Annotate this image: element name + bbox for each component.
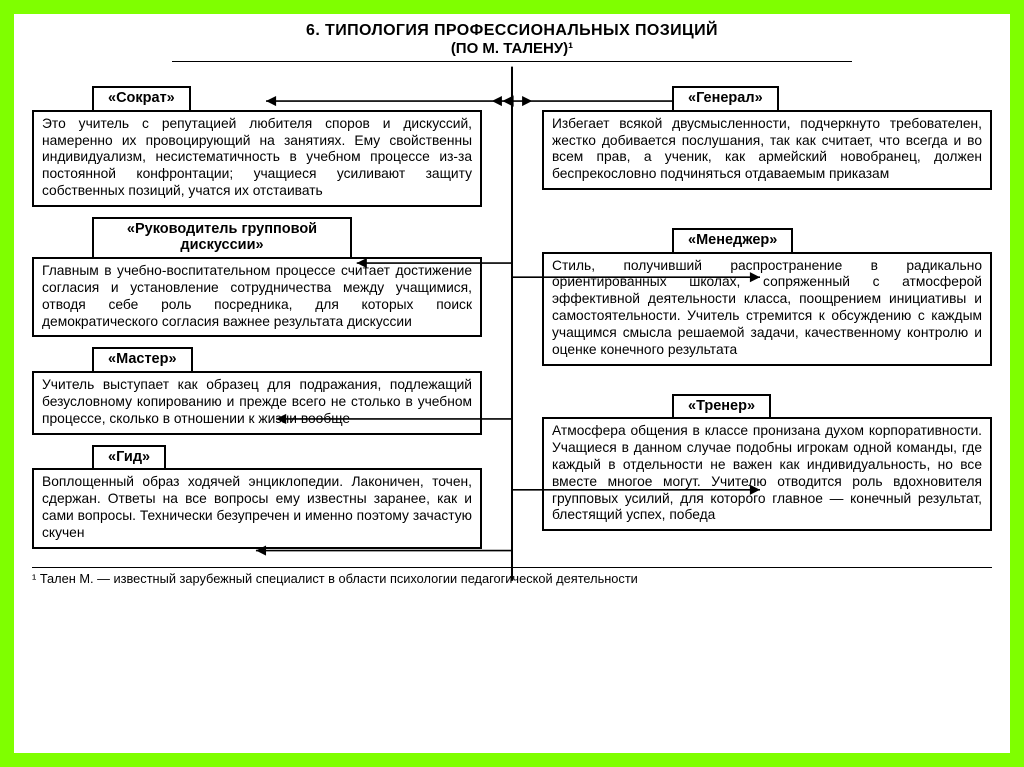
desc-manager: Стиль, получивший распространение в ради…	[542, 252, 992, 366]
sub-title: (ПО М. ТАЛЕНУ)¹	[32, 40, 992, 57]
block-trener: «Тренер» Атмосфера общения в классе прон…	[542, 394, 992, 532]
title-block: 6. ТИПОЛОГИЯ ПРОФЕССИОНАЛЬНЫХ ПОЗИЦИЙ (П…	[32, 22, 992, 62]
block-general: «Генерал» Избегает всякой двусмысленност…	[542, 86, 992, 190]
desc-sokrat: Это учитель с репутацией любителя споров…	[32, 110, 482, 207]
label-master: «Мастер»	[92, 347, 193, 373]
footnote: ¹ Тален М. — известный зарубежный специа…	[32, 567, 992, 586]
label-sokrat: «Сократ»	[92, 86, 191, 112]
main-title: 6. ТИПОЛОГИЯ ПРОФЕССИОНАЛЬНЫХ ПОЗИЦИЙ	[32, 22, 992, 40]
label-rukovoditel: «Руководитель групповой дискуссии»	[92, 217, 352, 259]
columns: «Сократ» Это учитель с репутацией любите…	[32, 68, 992, 559]
desc-general: Избегает всякой двусмысленности, подчерк…	[542, 110, 992, 190]
desc-master: Учитель выступает как образец для подраж…	[32, 371, 482, 434]
block-sokrat: «Сократ» Это учитель с репутацией любите…	[32, 86, 482, 207]
label-gid: «Гид»	[92, 445, 166, 471]
block-manager: «Менеджер» Стиль, получивший распростран…	[542, 228, 992, 366]
block-gid: «Гид» Воплощенный образ ходячей энциклоп…	[32, 445, 482, 549]
left-column: «Сократ» Это учитель с репутацией любите…	[32, 86, 482, 559]
block-master: «Мастер» Учитель выступает как образец д…	[32, 347, 482, 434]
title-rule	[172, 61, 852, 62]
label-general: «Генерал»	[672, 86, 779, 112]
label-manager: «Менеджер»	[672, 228, 793, 254]
block-rukovoditel: «Руководитель групповой дискуссии» Главн…	[32, 217, 482, 338]
label-trener: «Тренер»	[672, 394, 771, 420]
right-column: «Генерал» Избегает всякой двусмысленност…	[542, 86, 992, 559]
desc-rukovoditel: Главным в учебно-воспитательном процессе…	[32, 257, 482, 337]
desc-gid: Воплощенный образ ходячей энциклопедии. …	[32, 468, 482, 548]
desc-trener: Атмосфера общения в классе пронизана дух…	[542, 417, 992, 531]
page-container: 6. ТИПОЛОГИЯ ПРОФЕССИОНАЛЬНЫХ ПОЗИЦИЙ (П…	[14, 14, 1010, 753]
